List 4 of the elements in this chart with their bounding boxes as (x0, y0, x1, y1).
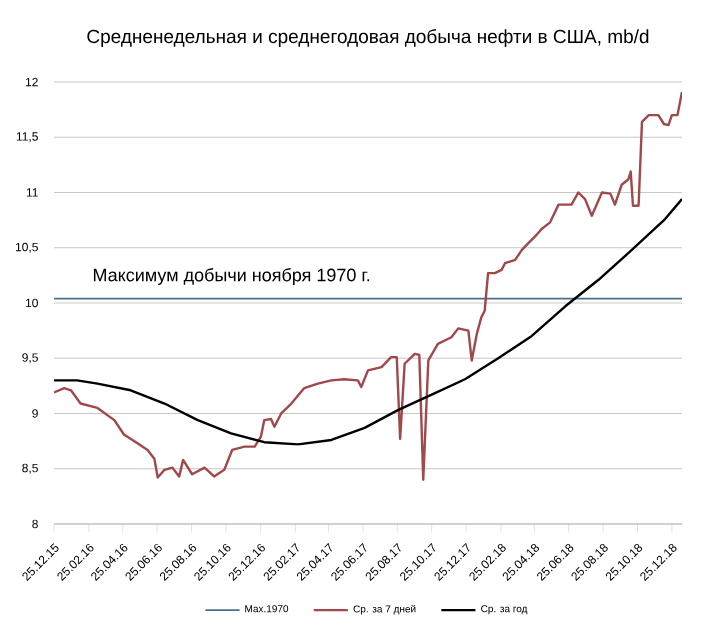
line-series (54, 197, 682, 446)
chart-title: Средненедельная и среднегодовая добыча нефти в США, mb/d (87, 29, 649, 47)
line-series (54, 90, 682, 481)
annotation: Максимум добычи ноября 1970 г. (93, 267, 370, 285)
